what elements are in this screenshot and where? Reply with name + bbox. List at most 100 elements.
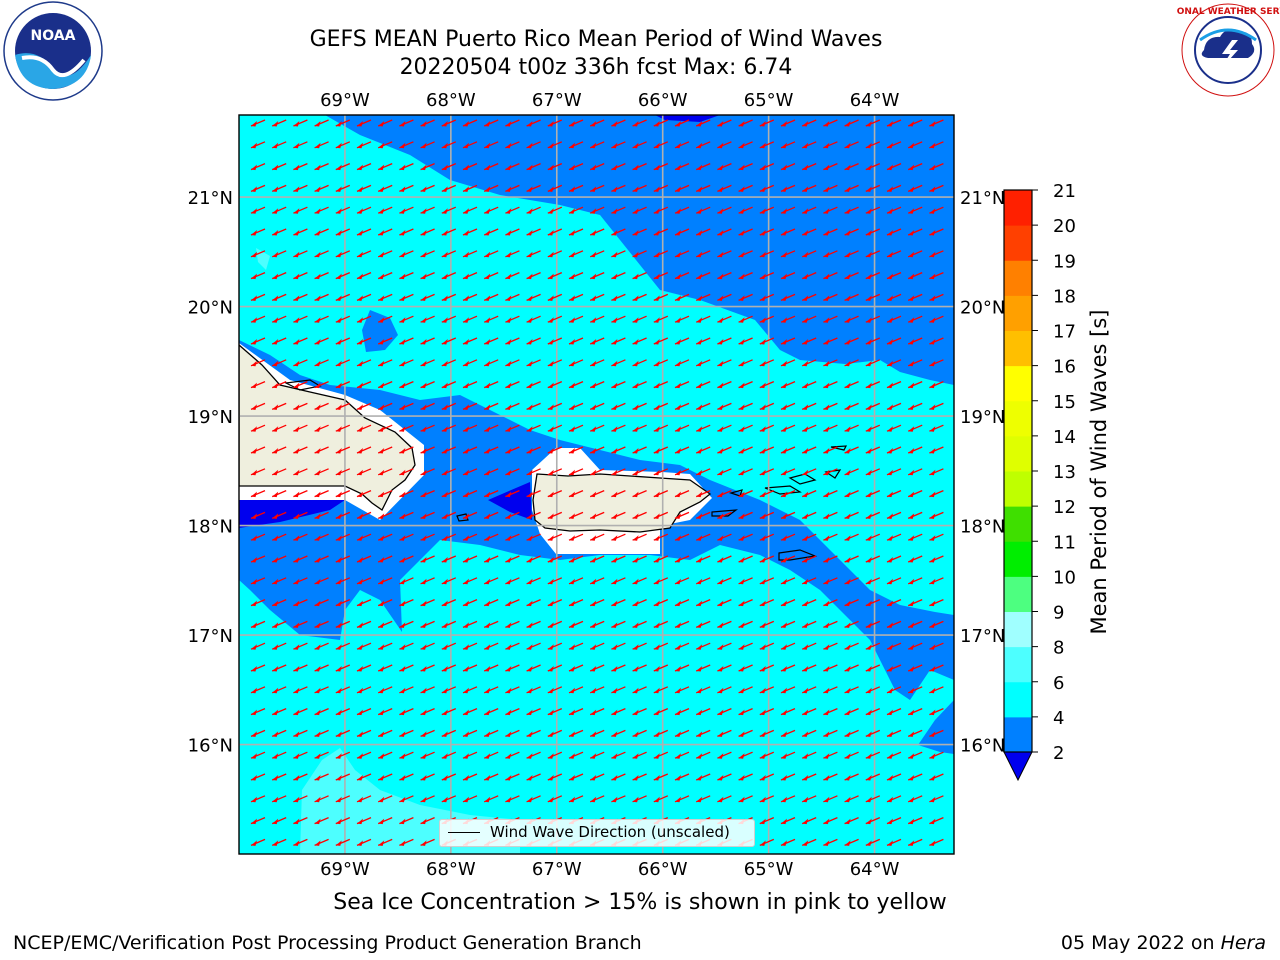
wind-wave-arrow — [907, 359, 923, 367]
wind-wave-arrow — [505, 141, 520, 149]
wind-wave-arrow — [399, 468, 414, 476]
wind-wave-arrow — [505, 250, 520, 258]
wind-wave-arrow — [929, 511, 944, 519]
wind-wave-arrow — [547, 533, 563, 541]
wind-wave-arrow — [780, 773, 796, 781]
wind-wave-arrow — [801, 620, 817, 628]
wind-wave-arrow — [314, 402, 329, 410]
wind-wave-arrow — [483, 402, 499, 410]
wind-wave-arrow — [907, 555, 923, 563]
wind-wave-arrow — [653, 424, 669, 432]
wind-wave-arrow — [250, 642, 266, 650]
wind-wave-arrow — [293, 729, 308, 737]
wind-wave-arrow — [823, 315, 838, 323]
wind-wave-arrow — [483, 599, 499, 607]
wind-wave-arrow — [314, 468, 329, 476]
wind-wave-arrow — [271, 381, 287, 389]
wind-wave-arrow — [907, 184, 923, 192]
wind-wave-arrow — [271, 402, 287, 410]
wind-wave-arrow — [801, 686, 817, 694]
wind-wave-arrow — [377, 577, 393, 585]
wind-wave-arrow — [780, 424, 796, 432]
wind-wave-arrow — [759, 402, 775, 410]
wind-wave-arrow — [420, 533, 435, 541]
svg-text:NOAA: NOAA — [31, 28, 76, 44]
wind-wave-arrow — [356, 250, 372, 258]
wind-wave-arrow — [568, 533, 584, 541]
wind-wave-arrow — [314, 664, 329, 672]
wind-wave-arrow — [568, 795, 584, 803]
wind-wave-arrow — [547, 446, 563, 454]
wind-wave-arrow — [695, 795, 711, 803]
wave-period-2-4-region-south — [918, 700, 954, 754]
wind-wave-arrow — [865, 664, 881, 672]
wind-wave-arrow — [335, 184, 351, 192]
wind-wave-arrow — [356, 446, 372, 454]
wind-wave-arrow — [674, 599, 690, 607]
wind-wave-arrow — [505, 206, 520, 214]
wind-wave-arrow — [483, 293, 499, 301]
wind-wave-arrow — [738, 511, 753, 519]
wind-wave-arrow — [271, 337, 287, 345]
wind-wave-arrow — [483, 119, 499, 127]
wind-wave-arrow — [611, 620, 626, 628]
wind-wave-arrow — [589, 424, 605, 432]
wind-wave-arrow — [441, 163, 457, 171]
wind-wave-arrow — [823, 468, 838, 476]
wind-wave-arrow — [377, 250, 393, 258]
wind-wave-arrow — [483, 642, 499, 650]
wind-wave-arrow — [526, 511, 541, 519]
wind-wave-arrow — [441, 359, 457, 367]
wind-wave-arrow — [377, 424, 393, 432]
wind-wave-arrow — [717, 708, 732, 716]
wind-wave-arrow — [632, 773, 647, 781]
colorbar-tick-label: 4 — [1053, 708, 1064, 729]
wind-wave-arrow — [399, 686, 414, 694]
wind-wave-arrow — [823, 424, 838, 432]
wind-wave-arrow — [314, 533, 329, 541]
wind-wave-arrow — [568, 228, 584, 236]
wind-wave-arrow — [759, 708, 775, 716]
wind-wave-arrow — [823, 599, 838, 607]
wind-wave-arrow — [611, 708, 626, 716]
wind-wave-arrow — [759, 686, 775, 694]
colorbar-tick-label: 17 — [1053, 322, 1076, 343]
wind-wave-arrow — [823, 686, 838, 694]
wind-wave-arrow — [738, 250, 753, 258]
colorbar: 2 4 6 8 9 10 11 12 13 14 15 16 17 18 19 20 21 — [1003, 181, 1076, 782]
wind-wave-arrow — [886, 577, 902, 585]
wind-wave-arrow — [611, 293, 626, 301]
wind-wave-arrow — [441, 446, 457, 454]
wind-wave-arrow — [568, 729, 584, 737]
wind-wave-arrow — [568, 184, 584, 192]
wind-wave-arrow — [886, 206, 902, 214]
wind-wave-arrow — [759, 838, 775, 846]
wind-wave-arrow — [271, 424, 287, 432]
wind-wave-arrow — [420, 664, 435, 672]
wind-wave-arrow — [526, 402, 541, 410]
wind-wave-arrow — [674, 729, 690, 737]
wind-wave-arrow — [293, 599, 308, 607]
wind-wave-arrow — [759, 555, 775, 563]
wind-wave-arrow — [314, 359, 329, 367]
wind-wave-arrow — [526, 141, 541, 149]
wind-wave-arrow — [293, 424, 308, 432]
wind-wave-arrow — [356, 228, 372, 236]
wind-wave-arrow — [653, 337, 669, 345]
wind-wave-arrow — [907, 228, 923, 236]
wind-wave-arrow — [823, 708, 838, 716]
wind-wave-arrow — [314, 446, 329, 454]
wind-wave-arrow — [907, 337, 923, 345]
colorbar-tick-label: 11 — [1053, 532, 1076, 553]
wind-wave-arrow — [462, 555, 478, 563]
wind-wave-arrow — [717, 424, 732, 432]
wind-wave-arrow — [547, 555, 563, 563]
wind-wave-arrow — [483, 272, 499, 280]
wind-wave-arrow — [377, 664, 393, 672]
wind-wave-arrow — [271, 359, 287, 367]
wind-wave-arrow — [505, 446, 520, 454]
wind-wave-arrow — [293, 642, 308, 650]
wind-wave-arrow — [568, 141, 584, 149]
wind-wave-arrow — [293, 250, 308, 258]
wind-wave-arrow — [653, 664, 669, 672]
